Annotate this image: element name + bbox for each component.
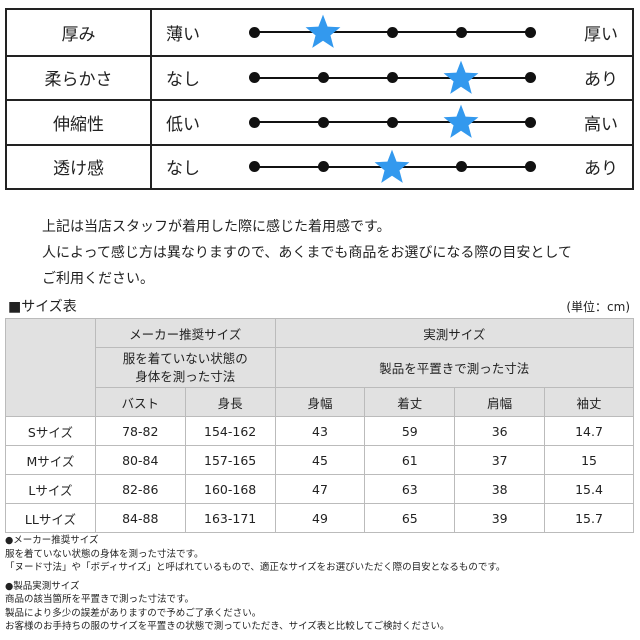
table-cell: 63 <box>364 474 456 504</box>
scale-dot <box>455 161 467 173</box>
table-cell: 14.7 <box>544 416 634 446</box>
feel-label: 透け感 <box>7 145 152 188</box>
table-row: Sサイズ 78-82 154-162 43 59 36 14.7 <box>5 416 634 446</box>
table-cell: 15 <box>544 445 634 475</box>
table-cell: 65 <box>364 503 456 533</box>
note-line: 人によって感じ方は異なりますので、あくまでも商品をお選びになる際の目安として <box>42 245 572 261</box>
scale-dot <box>386 26 398 38</box>
table-row: Lサイズ 82-86 160-168 47 63 38 15.4 <box>5 474 634 504</box>
scale-dot <box>524 116 536 128</box>
footnote-heading: ●製品実測サイズ <box>5 580 80 592</box>
size-table-title: ■サイズ表 <box>8 299 77 315</box>
note-line: ご利用ください。 <box>42 271 154 287</box>
scale-dot <box>386 116 398 128</box>
note-line: 上記は当店スタッフが着用した際に感じた着用感です。 <box>42 219 391 235</box>
scale-dot <box>386 72 398 84</box>
scale-dot <box>248 72 260 84</box>
star-icon <box>443 60 479 94</box>
table-cell: 163-171 <box>184 503 276 533</box>
size-label: Sサイズ <box>5 416 96 446</box>
table-cell: 43 <box>274 416 366 446</box>
scale-max-label: あり <box>584 159 618 180</box>
size-table: メーカー推奨サイズ 実測サイズ 服を着ていない状態の 身体を測った寸法 製品を平置… <box>5 318 635 533</box>
table-cell: 37 <box>454 445 546 475</box>
scale-dot <box>524 161 536 173</box>
scale-dot <box>317 116 329 128</box>
feel-label: 厚み <box>7 10 152 55</box>
footnote-heading: ●メーカー推奨サイズ <box>5 535 99 546</box>
feel-row: 柔らかさ なし あり <box>7 54 632 100</box>
scale-dot <box>524 26 536 38</box>
feel-scale <box>242 146 542 189</box>
footnote-line: 「ヌード寸法」や「ボディサイズ」と呼ばれているもので、適正なサイズをお選びいただ… <box>5 562 506 573</box>
star-icon <box>374 149 410 183</box>
feel-scale <box>242 101 542 144</box>
feel-row: 厚み 薄い 厚い <box>7 10 632 55</box>
scale-dot <box>248 26 260 38</box>
table-row: LLサイズ 84-88 163-171 49 65 39 15.7 <box>5 503 634 533</box>
size-label: LLサイズ <box>5 503 96 533</box>
table-cell: 59 <box>364 416 456 446</box>
feel-scale <box>242 10 542 55</box>
table-cell: 160-168 <box>184 474 276 504</box>
table-cell: 82-86 <box>94 474 186 504</box>
table-cell: 15.7 <box>544 503 634 533</box>
footnote-line: 商品の該当箇所を平置きで測った寸法です。 <box>5 594 195 605</box>
maker-header: メーカー推奨サイズ <box>94 318 276 348</box>
actual-header: 実測サイズ <box>274 318 635 348</box>
scale-dot <box>317 72 329 84</box>
table-cell: 84-88 <box>94 503 186 533</box>
scale-max-label: 厚い <box>584 24 618 45</box>
feel-row: 伸縮性 低い 高い <box>7 99 632 144</box>
scale-dot <box>248 116 260 128</box>
column-header: 身長 <box>184 387 276 417</box>
footnote-line: 製品により多少の誤差がありますので予めご了承ください。 <box>5 607 262 619</box>
table-row: Mサイズ 80-84 157-165 45 61 37 15 <box>5 445 634 475</box>
scale-min-label: なし <box>166 159 200 180</box>
size-label: Lサイズ <box>5 474 96 504</box>
star-icon <box>443 104 479 139</box>
scale-min-label: なし <box>166 70 200 91</box>
footnote-line: 服を着ていない状態の身体を測った寸法です。 <box>5 548 204 560</box>
size-footnotes: ●メーカー推奨サイズ 服を着ていない状態の身体を測った寸法です。 「ヌード寸法」… <box>5 534 505 634</box>
table-cell: 80-84 <box>94 445 186 475</box>
corner-cell <box>5 318 96 417</box>
table-cell: 78-82 <box>94 416 186 446</box>
column-header: バスト <box>94 387 186 417</box>
table-cell: 38 <box>454 474 546 504</box>
footnote-line: お客様のお手持ちの服のサイズを平置きの状態で測っていただき、サイズ表と比較してご… <box>5 621 450 632</box>
scale-min-label: 低い <box>166 114 200 135</box>
scale-dot <box>524 72 536 84</box>
maker-desc: 服を着ていない状態の 身体を測った寸法 <box>94 347 276 388</box>
size-label: Mサイズ <box>5 445 96 475</box>
table-cell: 157-165 <box>184 445 276 475</box>
column-header: 袖丈 <box>544 387 634 417</box>
column-header: 着丈 <box>364 387 456 417</box>
feel-label: 伸縮性 <box>7 101 152 144</box>
column-header: 肩幅 <box>454 387 546 417</box>
feel-note: 上記は当店スタッフが着用した際に感じた着用感です。 人によって感じ方は異なります… <box>42 214 572 292</box>
scale-dot <box>248 161 260 173</box>
column-header: 身幅 <box>274 387 366 417</box>
feel-scale <box>242 57 542 100</box>
table-cell: 61 <box>364 445 456 475</box>
feel-row: 透け感 なし あり <box>7 143 632 189</box>
star-icon <box>305 14 341 49</box>
table-cell: 39 <box>454 503 546 533</box>
table-cell: 49 <box>274 503 366 533</box>
table-cell: 45 <box>274 445 366 475</box>
unit-label: (単位：cm) <box>566 300 630 314</box>
scale-max-label: 高い <box>584 114 618 135</box>
scale-dot <box>455 26 467 38</box>
scale-max-label: あり <box>584 70 618 91</box>
table-cell: 47 <box>274 474 366 504</box>
scale-dot <box>317 161 329 173</box>
table-cell: 154-162 <box>184 416 276 446</box>
table-cell: 36 <box>454 416 546 446</box>
actual-desc: 製品を平置きで測った寸法 <box>274 347 635 388</box>
scale-min-label: 薄い <box>166 24 200 45</box>
feel-label: 柔らかさ <box>7 56 152 99</box>
fabric-feel-chart: 厚み 薄い 厚い 柔らかさ なし あり 伸縮性 低い 高い 透け感 なし あり <box>5 8 634 190</box>
table-cell: 15.4 <box>544 474 634 504</box>
